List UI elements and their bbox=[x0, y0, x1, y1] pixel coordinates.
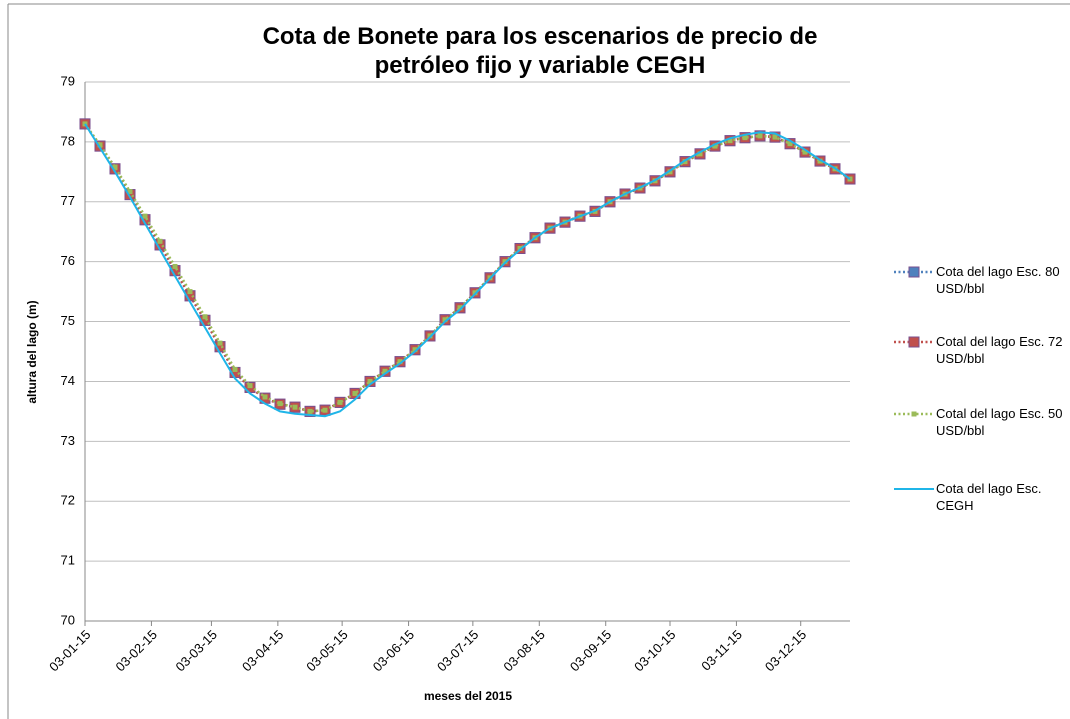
legend-label: Cotal del lago Esc. 72 USD/bbl bbox=[936, 334, 1063, 366]
marker bbox=[172, 263, 178, 269]
marker bbox=[367, 378, 373, 384]
legend-swatch bbox=[894, 336, 934, 348]
legend-label: Cotal del lago Esc. 50 USD/bbl bbox=[936, 406, 1063, 438]
marker bbox=[802, 149, 808, 155]
y-tick-label: 76 bbox=[61, 253, 75, 268]
marker bbox=[157, 238, 163, 244]
legend-entry: Cotal del lago Esc. 72 USD/bbl bbox=[892, 333, 1070, 367]
marker bbox=[262, 394, 268, 400]
marker bbox=[352, 390, 358, 396]
y-tick-label: 75 bbox=[61, 313, 75, 328]
marker bbox=[727, 138, 733, 144]
marker bbox=[277, 401, 283, 407]
series-line bbox=[84, 123, 851, 418]
marker bbox=[247, 383, 253, 389]
marker bbox=[337, 399, 343, 405]
marker bbox=[142, 213, 148, 219]
marker bbox=[397, 359, 403, 365]
x-tick-label: 03-06-15 bbox=[370, 627, 417, 674]
marker bbox=[817, 158, 823, 164]
y-tick-label: 72 bbox=[61, 493, 75, 508]
marker bbox=[232, 366, 238, 372]
x-tick-label: 03-07-15 bbox=[434, 627, 481, 674]
marker bbox=[202, 314, 208, 320]
x-tick-label: 03-12-15 bbox=[762, 627, 809, 674]
marker bbox=[667, 169, 673, 175]
marker bbox=[187, 289, 193, 295]
marker bbox=[382, 368, 388, 374]
y-tick-label: 74 bbox=[61, 373, 75, 388]
x-tick-label: 03-11-15 bbox=[698, 627, 745, 674]
marker bbox=[292, 404, 298, 410]
x-tick-label: 03-04-15 bbox=[239, 627, 286, 674]
series-line bbox=[83, 123, 851, 413]
legend-entry: Cota del lago Esc. CEGH bbox=[892, 480, 1070, 514]
marker bbox=[911, 411, 917, 417]
legend-swatch bbox=[894, 411, 934, 417]
x-tick-label: 03-03-15 bbox=[173, 627, 220, 674]
series-line bbox=[83, 123, 851, 413]
x-axis-label: meses del 2015 bbox=[424, 689, 512, 703]
marker bbox=[742, 135, 748, 141]
y-tick-label: 77 bbox=[61, 193, 75, 208]
legend-label: Cota del lago Esc. 80 USD/bbl bbox=[936, 264, 1060, 296]
marker bbox=[712, 143, 718, 149]
marker bbox=[908, 266, 920, 278]
x-tick-label: 03-08-15 bbox=[500, 627, 547, 674]
marker bbox=[697, 151, 703, 157]
marker bbox=[908, 336, 920, 348]
legend-entry: Cota del lago Esc. 80 USD/bbl bbox=[892, 263, 1070, 297]
marker bbox=[457, 305, 463, 311]
marker bbox=[757, 133, 763, 139]
marker bbox=[97, 142, 103, 148]
x-tick-label: 03-10-15 bbox=[631, 627, 678, 674]
marker bbox=[787, 141, 793, 147]
x-tick-label: 03-05-15 bbox=[303, 627, 350, 674]
y-tick-label: 79 bbox=[61, 73, 75, 88]
legend-swatch bbox=[894, 266, 934, 278]
x-tick-label: 03-01-15 bbox=[46, 627, 93, 674]
marker bbox=[412, 347, 418, 353]
x-tick-label: 03-09-15 bbox=[567, 627, 614, 674]
marker bbox=[217, 340, 223, 346]
marker bbox=[772, 134, 778, 140]
marker bbox=[112, 164, 118, 170]
legend-entry: Cotal del lago Esc. 50 USD/bbl bbox=[892, 405, 1070, 439]
y-tick-label: 73 bbox=[61, 433, 75, 448]
y-tick-label: 71 bbox=[61, 553, 75, 568]
marker bbox=[442, 317, 448, 323]
y-axis-label: altura del lago (m) bbox=[25, 300, 39, 403]
legend-swatch bbox=[894, 488, 934, 490]
y-tick-label: 70 bbox=[61, 612, 75, 627]
marker bbox=[307, 408, 313, 414]
series-line bbox=[83, 123, 851, 413]
y-tick-label: 78 bbox=[61, 133, 75, 148]
marker bbox=[127, 189, 133, 195]
marker bbox=[322, 407, 328, 413]
legend-label: Cota del lago Esc. CEGH bbox=[936, 481, 1042, 513]
x-tick-label: 03-02-15 bbox=[113, 627, 160, 674]
chart-title: Cota de Bonete para los escenarios de pr… bbox=[262, 23, 818, 79]
